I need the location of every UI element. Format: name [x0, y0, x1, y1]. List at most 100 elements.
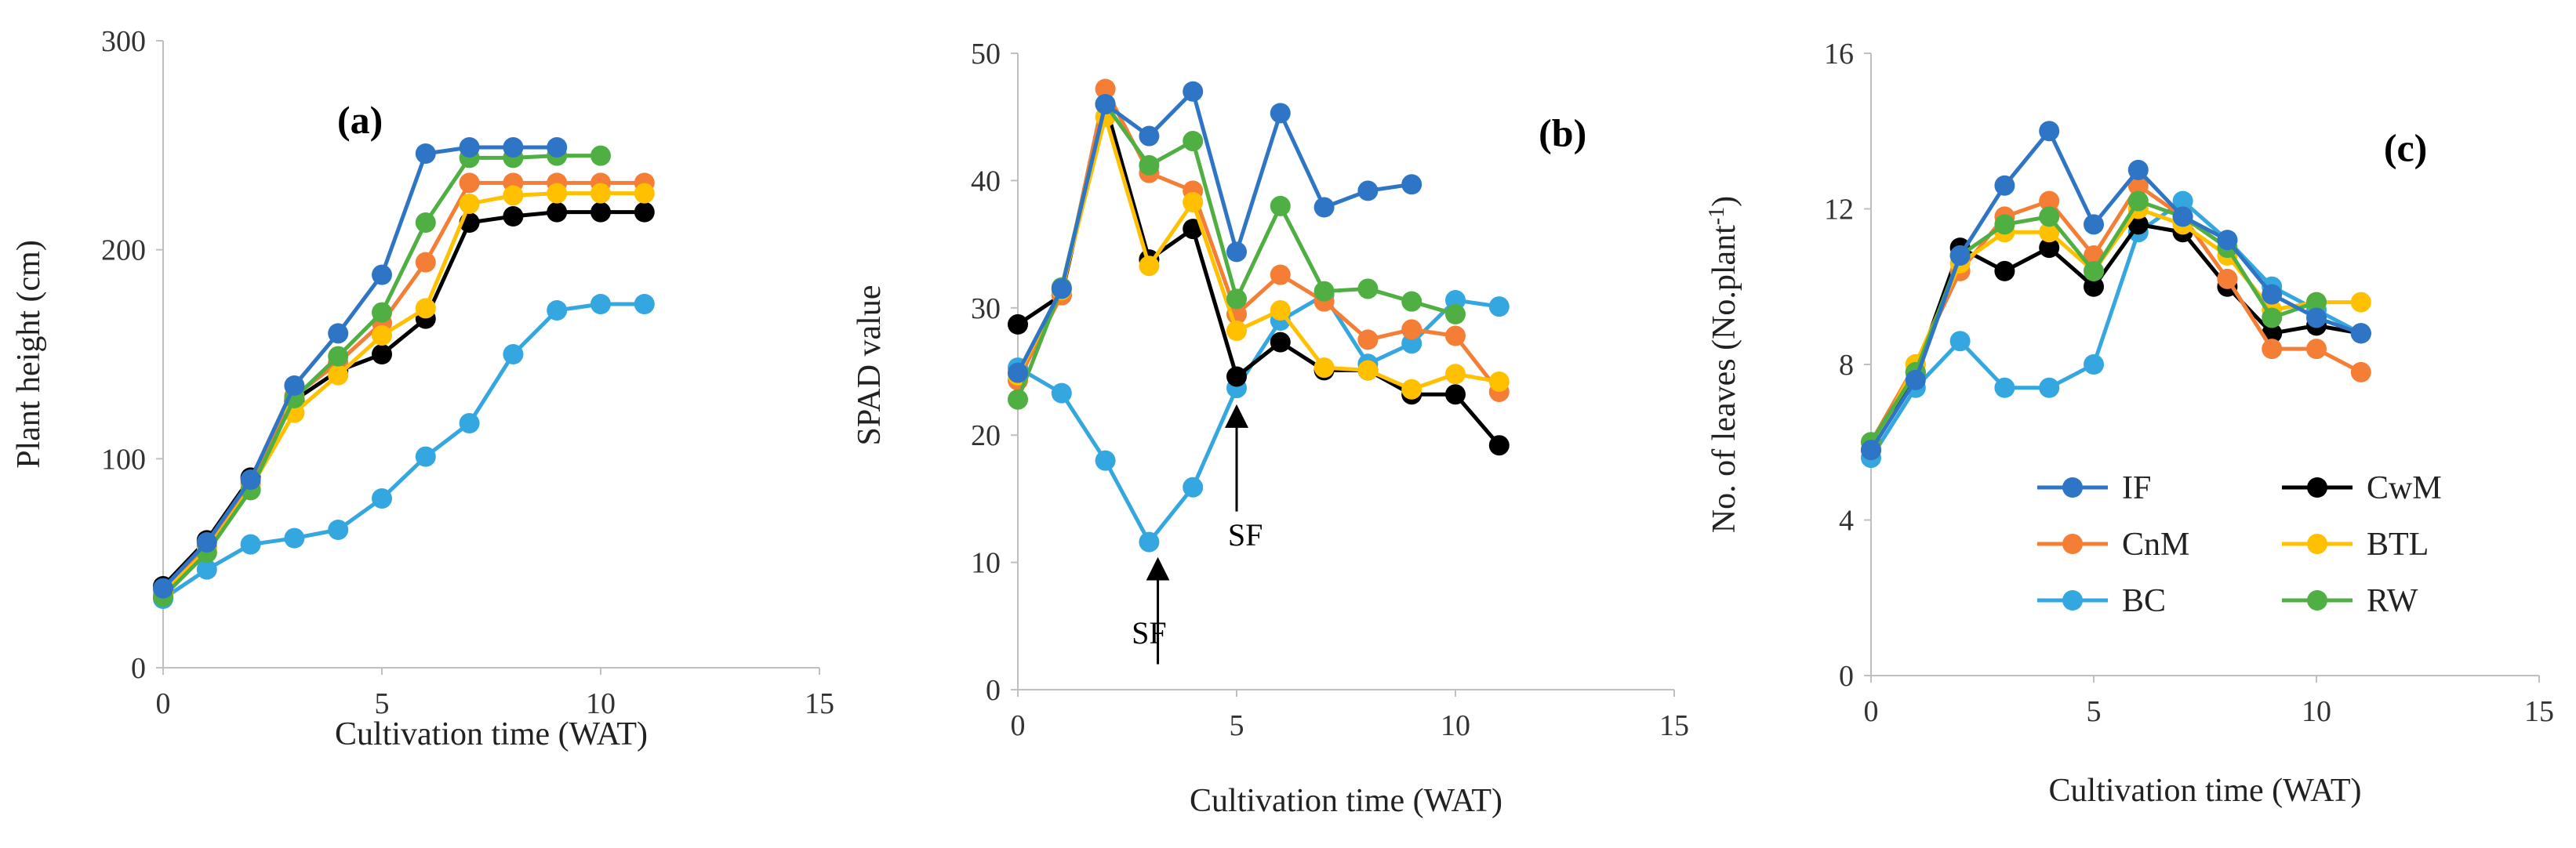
data-point — [1139, 154, 1160, 176]
legend-entry-RW: RW — [2282, 583, 2418, 619]
data-point — [547, 201, 568, 223]
data-point — [1051, 278, 1072, 299]
chart-panel-1: 0 100 200 300 0 5 10 15 Cultivation time (WAT) Pl… — [11, 25, 834, 752]
data-point — [1994, 175, 2015, 196]
x-tick-label: 15 — [805, 687, 834, 720]
data-point — [415, 298, 436, 319]
data-point — [2350, 292, 2371, 313]
data-point — [1445, 303, 1466, 324]
data-point — [328, 323, 349, 344]
data-point — [1226, 321, 1247, 342]
data-point — [547, 137, 568, 158]
y-tick-label: 8 — [1839, 349, 1854, 382]
data-point — [1095, 78, 1116, 100]
series-BTL — [1008, 107, 1510, 400]
data-point — [1905, 369, 1926, 390]
data-point — [459, 194, 480, 214]
x-axis-title: Cultivation time (WAT) — [335, 716, 648, 752]
data-point — [2039, 121, 2060, 142]
y-tick-label: 200 — [101, 234, 146, 267]
data-point — [1357, 360, 1379, 381]
data-point — [1008, 362, 1028, 383]
data-point — [1488, 435, 1510, 456]
x-tick-label: 10 — [1441, 709, 1470, 742]
x-tick-label: 15 — [1659, 709, 1689, 742]
data-point — [547, 183, 568, 204]
legend-marker — [2307, 477, 2327, 498]
data-point — [1183, 477, 1204, 498]
data-point — [2306, 292, 2327, 313]
data-point — [153, 578, 173, 599]
data-point — [590, 145, 611, 166]
data-point — [1226, 288, 1247, 310]
y-axis-title: SPAD value — [852, 285, 888, 446]
data-point — [415, 212, 436, 233]
series-IF — [153, 137, 568, 599]
data-point — [2127, 190, 2149, 212]
data-point — [2039, 222, 2060, 243]
data-point — [2306, 339, 2327, 360]
data-point — [459, 137, 480, 158]
data-point — [590, 201, 611, 223]
data-point — [328, 346, 349, 367]
legend-marker — [2062, 477, 2083, 498]
data-point — [196, 559, 217, 580]
data-point — [1994, 377, 2015, 398]
data-point — [1095, 93, 1116, 114]
data-point — [634, 183, 655, 204]
legend-entry-BTL: BTL — [2282, 527, 2429, 563]
y-tick-label: 100 — [101, 443, 146, 476]
data-point — [2084, 276, 2104, 297]
y-axis-title-suffix: ) — [1706, 196, 1742, 207]
data-point — [1226, 241, 1247, 263]
data-point — [1357, 180, 1379, 201]
legend-entry-BC: BC — [2037, 583, 2166, 619]
data-point — [2127, 159, 2149, 180]
data-point — [372, 302, 392, 323]
y-axis-title-text: Plant height (cm) — [11, 240, 47, 469]
data-point — [1401, 379, 1422, 400]
data-point — [1313, 197, 1335, 218]
data-point — [1949, 331, 1971, 352]
panel-label: (c) — [2384, 126, 2428, 170]
data-point — [1445, 290, 1466, 311]
data-point — [415, 143, 436, 164]
data-point — [1008, 313, 1028, 335]
data-point — [240, 469, 261, 490]
data-point — [1183, 192, 1204, 213]
data-point — [1139, 125, 1160, 147]
x-axis-title: Cultivation time (WAT) — [1190, 783, 1502, 819]
data-point — [1270, 300, 1291, 321]
panel-label: (a) — [337, 98, 383, 142]
y-tick-label: 0 — [1839, 660, 1854, 693]
data-point — [2262, 339, 2283, 360]
data-point — [1139, 255, 1160, 277]
data-point — [1861, 440, 1881, 461]
series-line — [162, 145, 558, 590]
data-point — [415, 252, 436, 273]
data-point — [1270, 195, 1291, 216]
y-tick-label: 20 — [971, 419, 1001, 452]
data-point — [503, 185, 524, 206]
series-line — [1016, 89, 1412, 374]
data-point — [503, 137, 524, 158]
data-point — [1270, 264, 1291, 285]
data-point — [634, 294, 655, 314]
series-IF — [1861, 121, 2371, 461]
data-point — [196, 532, 217, 553]
data-point — [1949, 245, 1971, 266]
data-point — [1488, 296, 1510, 317]
data-point — [1445, 384, 1466, 405]
data-point — [2350, 323, 2371, 344]
data-point — [2039, 206, 2060, 227]
data-point — [1139, 531, 1160, 553]
data-point — [372, 344, 392, 364]
data-point — [1401, 291, 1422, 312]
data-point — [240, 534, 261, 555]
data-point — [1183, 131, 1204, 152]
chart-panel-2: 0 10 20 30 40 50 0 5 10 15 Cultivation time (WAT) S… — [852, 38, 1689, 819]
data-point — [1445, 325, 1466, 346]
annotation-label: SF — [1228, 517, 1263, 553]
data-point — [2350, 361, 2371, 382]
data-point — [1401, 333, 1422, 354]
